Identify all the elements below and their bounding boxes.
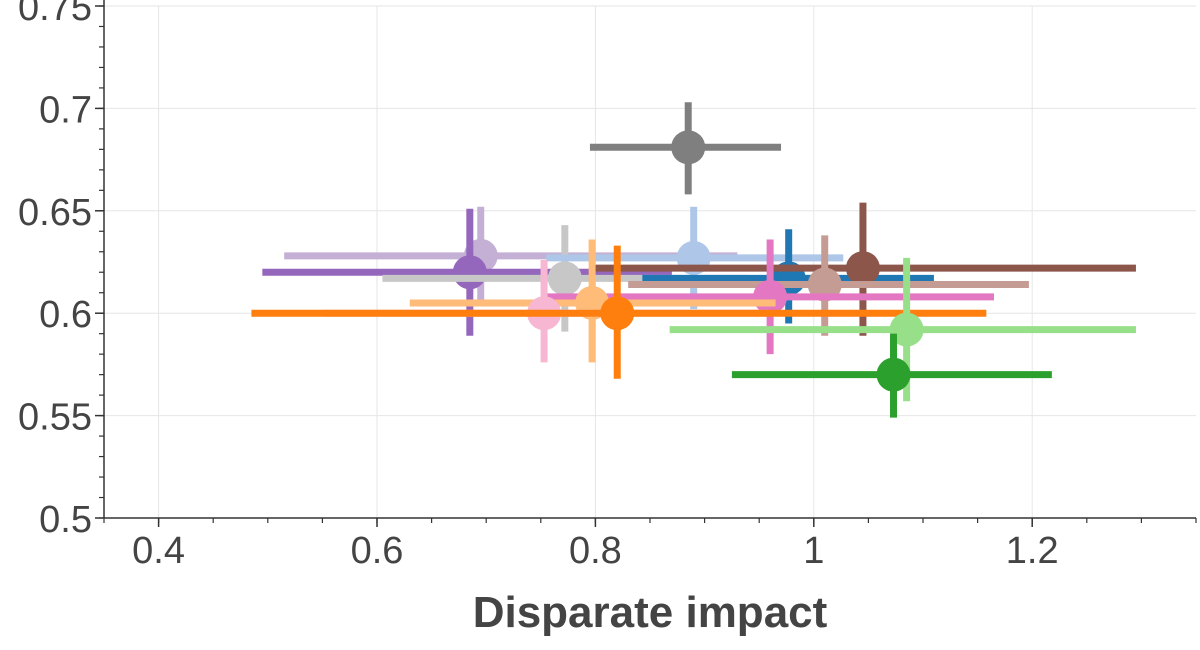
y-tick-label: 0.55: [18, 397, 92, 439]
marker-light-green: [889, 312, 924, 347]
marker-orange: [600, 296, 635, 331]
marker-green: [876, 357, 911, 392]
marker-gray: [671, 130, 706, 165]
point-rosy-brown: [628, 235, 1029, 336]
marker-rosy-brown: [807, 267, 842, 302]
x-tick-label: 0.8: [569, 530, 622, 572]
y-tick-label: 0.7: [39, 89, 92, 131]
y-tick-label: 0.6: [39, 294, 92, 336]
marker-brown: [845, 251, 880, 286]
point-gray: [589, 102, 782, 195]
data-points: [251, 102, 1136, 418]
marker-light-gray: [547, 261, 582, 296]
x-tick-label: 1.2: [1006, 530, 1059, 572]
point-green: [731, 333, 1052, 418]
x-tick-label: 1: [803, 530, 824, 572]
x-tick-label: 0.6: [351, 530, 404, 572]
y-tick-label: 0.75: [18, 0, 92, 29]
x-axis-title: Disparate impact: [473, 588, 828, 637]
ticks: 0.4 0.6 0.8 1 1.2 0.5 0.55 0.6 0.65 0.7 0.75: [18, 0, 1197, 572]
y-tick-label: 0.5: [39, 499, 92, 541]
point-orange: [251, 245, 987, 379]
y-tick-label: 0.65: [18, 192, 92, 234]
marker-pink: [753, 279, 788, 314]
x-tick-label: 0.4: [132, 530, 185, 572]
marker-purple: [452, 255, 487, 290]
grid: [104, 5, 1196, 519]
